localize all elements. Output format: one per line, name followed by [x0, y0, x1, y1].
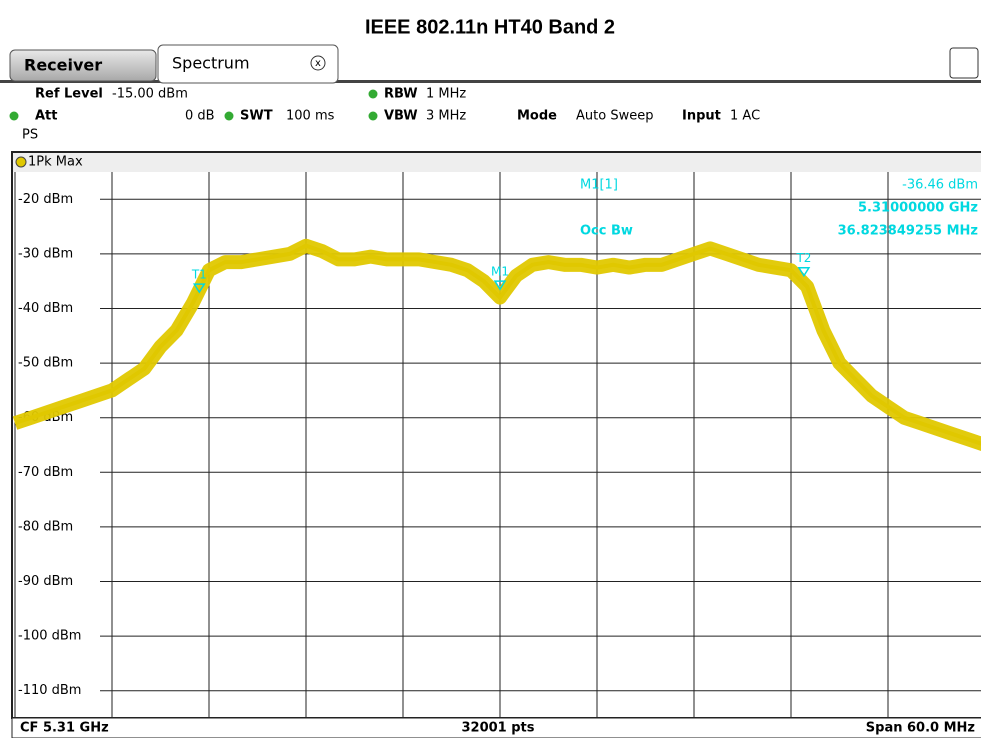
setting-ps: PS — [22, 128, 38, 143]
setting-value: -15.00 dBm — [112, 87, 188, 102]
setting-value: Auto Sweep — [576, 109, 653, 124]
tab-label: Spectrum — [172, 54, 250, 73]
status-dot — [9, 111, 19, 121]
trace-indicator — [15, 156, 27, 168]
readout: 36.823849255 MHz — [838, 224, 978, 239]
setting-value: 1 AC — [730, 109, 760, 124]
y-tick-label: -20 dBm — [18, 192, 73, 207]
close-icon[interactable] — [310, 55, 326, 71]
marker-label: T1 — [191, 268, 207, 282]
y-tick-label: -100 dBm — [18, 629, 81, 644]
footer-cf: CF 5.31 GHz — [20, 721, 109, 736]
readout: M1[1] — [580, 178, 618, 193]
setting-label: SWT — [240, 109, 273, 124]
setting-label: RBW — [384, 87, 418, 102]
y-tick-label: -90 dBm — [18, 574, 73, 589]
y-tick-label: -50 dBm — [18, 356, 73, 371]
close-glyph: x — [315, 58, 321, 69]
footer-span: Span 60.0 MHz — [866, 721, 975, 736]
setting-label: Att — [35, 109, 58, 124]
plot-frame — [11, 151, 981, 719]
marker-label: M1 — [491, 265, 509, 279]
status-dot — [368, 89, 378, 99]
tab-label: Receiver — [24, 56, 102, 75]
readout: Occ Bw — [580, 224, 633, 239]
menu-icon[interactable] — [949, 47, 979, 79]
trace-header — [13, 153, 981, 172]
footer-pts: 32001 pts — [461, 721, 534, 736]
y-tick-label: -30 dBm — [18, 246, 73, 261]
readout: 5.31000000 GHz — [858, 201, 978, 216]
marker — [797, 266, 811, 278]
title: IEEE 802.11n HT40 Band 2 — [365, 16, 615, 38]
setting-label: VBW — [384, 109, 418, 124]
tab-receiver[interactable] — [9, 49, 157, 82]
y-tick-label: -40 dBm — [18, 301, 73, 316]
y-tick-label: -70 dBm — [18, 465, 73, 480]
marker-label: T2 — [795, 251, 811, 265]
tab-spectrum[interactable] — [157, 44, 339, 84]
tab-bar — [0, 80, 981, 83]
trace-label: 1Pk Max — [28, 155, 83, 170]
readout: -36.46 dBm — [902, 178, 978, 193]
marker — [493, 280, 507, 291]
setting-value: 100 ms — [286, 109, 335, 124]
setting-label: Input — [682, 109, 721, 124]
trace-core — [14, 243, 981, 446]
setting-value: 1 MHz — [426, 87, 466, 102]
setting-label: Ref Level — [35, 87, 103, 102]
setting-label: Mode — [517, 109, 557, 124]
marker — [192, 283, 206, 294]
setting-value: 0 dB — [185, 109, 215, 124]
setting-value: 3 MHz — [426, 109, 466, 124]
status-dot — [224, 111, 234, 121]
status-dot — [368, 111, 378, 121]
y-tick-label: -80 dBm — [18, 519, 73, 534]
y-tick-label: -110 dBm — [18, 683, 81, 698]
